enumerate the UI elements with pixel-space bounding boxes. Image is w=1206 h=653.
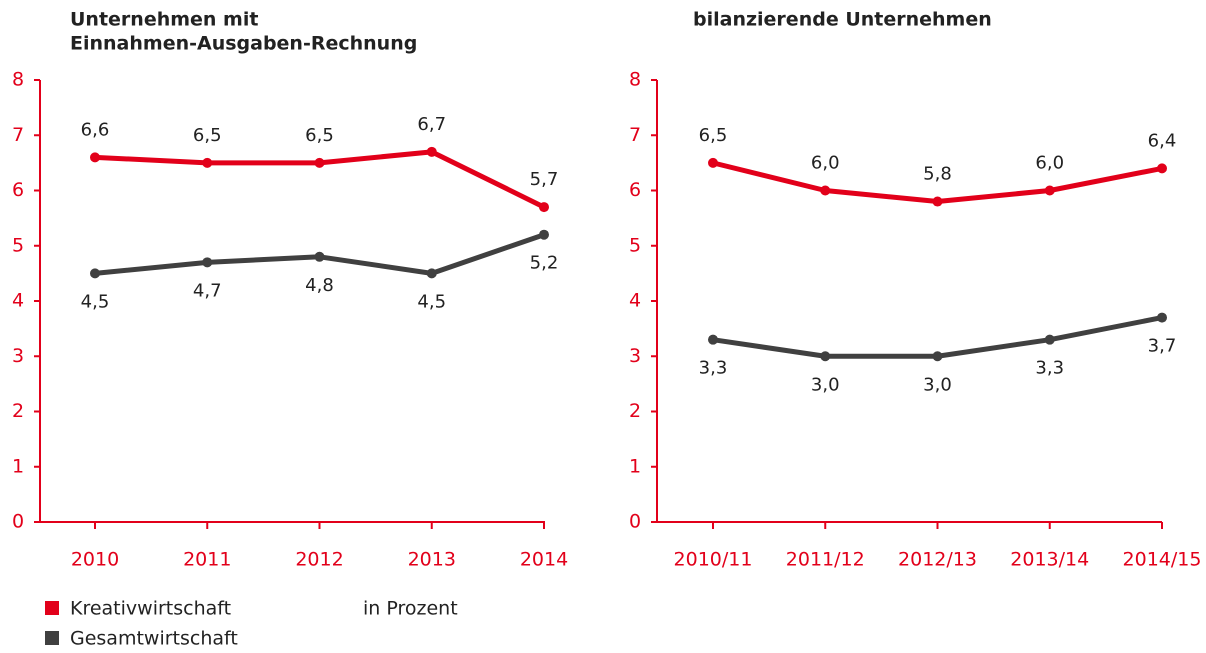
- point: [708, 334, 718, 345]
- value-label: 6,6: [81, 119, 110, 140]
- y-tick-label: 2: [12, 400, 24, 422]
- y-tick-label: 2: [629, 400, 641, 422]
- value-label: 3,3: [1035, 358, 1064, 379]
- value-label: 6,5: [193, 125, 222, 146]
- y-tick-label: 8: [12, 69, 24, 91]
- point: [1157, 163, 1167, 174]
- chart-title: bilanzierende Unternehmen: [693, 9, 992, 31]
- x-tick-label: 2011: [183, 549, 231, 571]
- point: [202, 257, 213, 268]
- point: [539, 229, 549, 240]
- y-tick-label: 1: [629, 455, 641, 477]
- unit-note: in Prozent: [363, 598, 458, 620]
- y-tick-label: 0: [629, 511, 641, 533]
- y-tick-label: 1: [12, 455, 24, 477]
- value-label: 6,4: [1148, 130, 1177, 151]
- series-line: [712, 315, 1163, 359]
- value-label: 4,5: [417, 291, 446, 312]
- y-tick-label: 6: [629, 179, 641, 201]
- value-label: 6,5: [305, 125, 334, 146]
- legend-label: Gesamtwirtschaft: [70, 628, 238, 650]
- x-tick-label: 2011/12: [786, 549, 865, 571]
- y-tick-label: 4: [629, 290, 641, 312]
- x-tick-label: 2012: [295, 549, 343, 571]
- point: [820, 185, 831, 196]
- y-tick-label: 5: [629, 234, 641, 256]
- y-tick-label: 6: [12, 179, 24, 201]
- value-label: 6,0: [811, 153, 840, 174]
- point: [202, 157, 213, 168]
- value-label: 6,5: [699, 125, 728, 146]
- y-tick-label: 7: [12, 124, 24, 146]
- point: [426, 146, 437, 157]
- value-label: 4,7: [193, 280, 222, 301]
- y-tick-label: 7: [629, 124, 641, 146]
- y-tick-label: 5: [12, 234, 24, 256]
- y-tick-label: 8: [629, 69, 641, 91]
- y-tick-label: 3: [629, 345, 641, 367]
- point: [314, 157, 325, 168]
- point: [1157, 312, 1167, 323]
- point: [932, 351, 943, 362]
- value-label: 5,2: [530, 253, 559, 274]
- legend-swatch: [45, 601, 59, 615]
- point: [820, 351, 831, 362]
- x-tick-label: 2012/13: [898, 549, 977, 571]
- point: [314, 251, 325, 262]
- value-label: 3,0: [923, 374, 952, 395]
- y-tick-label: 3: [12, 345, 24, 367]
- value-label: 3,3: [699, 358, 728, 379]
- point: [708, 157, 718, 168]
- x-tick-label: 2013/14: [1010, 549, 1089, 571]
- value-label: 5,7: [530, 169, 559, 190]
- point: [1044, 334, 1055, 345]
- x-tick-label: 2014: [520, 549, 568, 571]
- point: [539, 202, 549, 213]
- point: [426, 268, 437, 279]
- x-tick-label: 2013: [408, 549, 456, 571]
- chart-title: Einnahmen-Ausgaben-Rechnung: [70, 33, 417, 55]
- y-tick-label: 0: [12, 511, 24, 533]
- value-label: 4,5: [81, 291, 110, 312]
- point: [90, 152, 100, 163]
- point: [932, 196, 943, 207]
- value-label: 6,7: [417, 114, 446, 135]
- value-label: 5,8: [923, 164, 952, 185]
- x-tick-label: 2010/11: [674, 549, 753, 571]
- y-tick-label: 4: [12, 290, 24, 312]
- value-label: 3,0: [811, 374, 840, 395]
- point: [90, 268, 100, 279]
- value-label: 6,0: [1035, 153, 1064, 174]
- value-label: 3,7: [1148, 336, 1177, 357]
- x-tick-label: 2014/15: [1123, 549, 1202, 571]
- x-tick-label: 2010: [71, 549, 119, 571]
- chart-title: Unternehmen mit: [70, 9, 258, 31]
- point: [1044, 185, 1055, 196]
- value-label: 4,8: [305, 275, 334, 296]
- legend-label: Kreativwirtschaft: [70, 598, 231, 620]
- legend-swatch: [45, 631, 59, 645]
